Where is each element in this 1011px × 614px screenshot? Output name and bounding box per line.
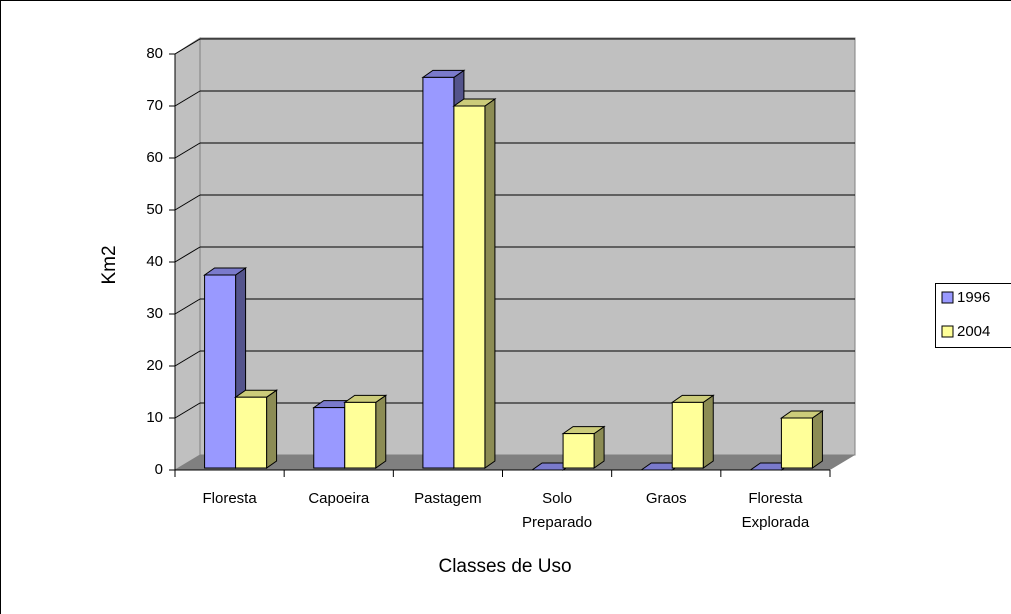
grid-line [174,246,201,263]
y-tick-label: 80 [146,45,163,62]
y-tick-label: 30 [146,305,163,322]
legend-swatch [941,291,954,304]
y-axis-title: Km2 [99,245,120,284]
grid-line [174,90,201,107]
legend-label: 2004 [957,323,990,340]
x-tick-label: Graos [645,490,687,507]
x-tick-label: Floresta Explorada [741,490,810,531]
bar [452,98,497,469]
y-tick-label: 40 [146,253,163,270]
grid-line [174,194,201,211]
bar [670,394,715,469]
bar-front [671,401,704,469]
bar-front [344,401,377,469]
bar-side [484,98,496,469]
bar-front [780,417,813,469]
x-tick-label: Capoeira [308,490,370,507]
bar-front [562,433,595,469]
bar-front [313,407,346,469]
legend-label: 1996 [957,289,990,306]
grid-line [174,298,201,315]
y-tick-label: 70 [146,97,163,114]
bar [779,410,825,469]
grid-line [174,38,201,55]
x-tick-label: Floresta [202,490,257,507]
bar [343,394,388,469]
bar [233,389,279,469]
y-tick-label: 20 [146,357,163,374]
y-tick-label: 60 [146,149,163,166]
y-tick-label: 0 [155,461,163,478]
grid-line [174,350,201,367]
bar-side [811,410,823,469]
bar [561,425,606,469]
bar-side [375,394,387,469]
grid-line [174,142,201,159]
y-tick-label: 50 [146,201,163,218]
bar-side [266,389,278,469]
bar-front [453,105,486,469]
bar-front [422,76,455,469]
grid-line [174,402,201,419]
bar-front [204,274,237,469]
bar-side [702,394,714,469]
y-tick-label: 10 [146,409,163,426]
bar-front [235,396,268,469]
x-axis-title: Classes de Uso [438,556,571,577]
legend-swatch [941,325,954,338]
x-tick-label: Solo Preparado [522,490,593,531]
x-tick-label: Pastagem [414,490,482,507]
